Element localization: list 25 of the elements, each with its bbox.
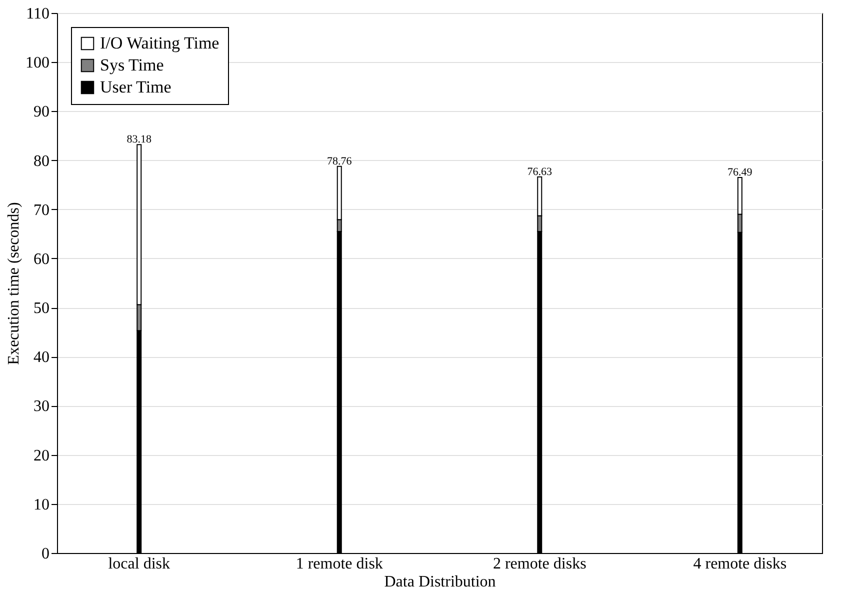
legend-label: I/O Waiting Time xyxy=(100,34,220,52)
x-tick-label: 2 remote disks xyxy=(492,556,586,572)
y-tick-label: 70 xyxy=(34,202,50,219)
y-axis-title: Execution time (seconds) xyxy=(6,202,22,365)
y-tick-label: 20 xyxy=(34,447,50,464)
total-label: 83.18 xyxy=(126,134,152,146)
x-tick-label: 1 remote disk xyxy=(296,556,383,572)
y-tick-label: 50 xyxy=(34,300,50,318)
x-axis-title: Data Distribution xyxy=(384,574,496,590)
y-tick-label: 60 xyxy=(34,250,50,268)
y-tick-label: 100 xyxy=(26,54,50,72)
legend-label: User Time xyxy=(100,78,172,96)
x-tick-label: local disk xyxy=(108,556,170,572)
total-label: 76.63 xyxy=(527,166,553,178)
total-label: 78.76 xyxy=(326,155,352,168)
y-tick-label: 110 xyxy=(26,6,50,22)
x-tick-label: 4 remote disks xyxy=(693,556,787,572)
y-tick-label: 40 xyxy=(34,349,50,366)
y-tick-label: 10 xyxy=(34,496,50,514)
y-tick-label: 0 xyxy=(42,546,50,562)
y-tick-label: 90 xyxy=(34,104,50,121)
total-label: 76.49 xyxy=(728,166,753,179)
y-tick-label: 30 xyxy=(34,398,50,416)
legend-label: Sys Time xyxy=(100,56,164,74)
y-tick-label: 80 xyxy=(34,152,50,170)
